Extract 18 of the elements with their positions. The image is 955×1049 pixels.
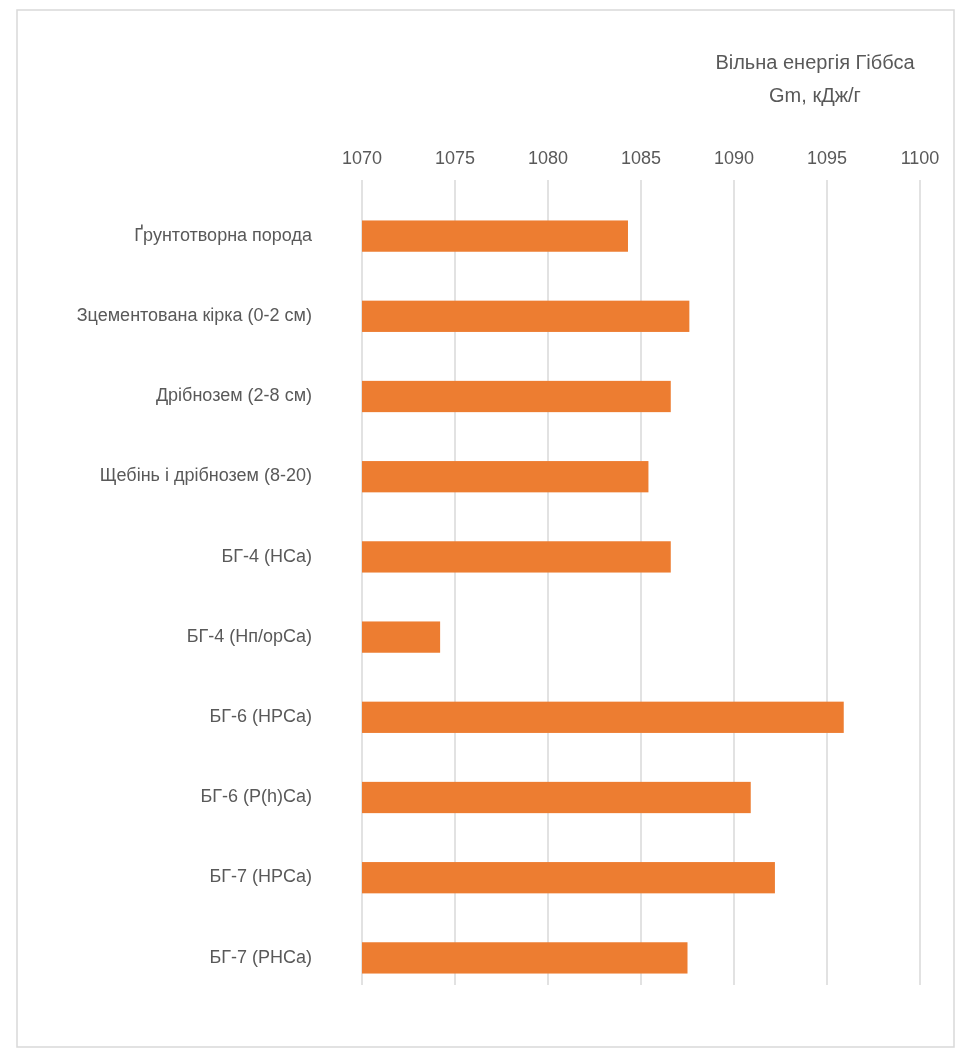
y-tick-label: БГ-6 (HPCa) xyxy=(209,706,312,727)
x-tick-label: 1095 xyxy=(806,148,848,168)
y-tick-label: Ґрунтотворна порода xyxy=(134,223,313,245)
x-tick-label: 1090 xyxy=(713,148,755,168)
y-tick-label: БГ-7 (HPCa) xyxy=(209,866,312,887)
y-tick-label: Зцементована кірка (0-2 см) xyxy=(76,305,312,326)
y-tick-label: БГ-6 (P(h)Ca) xyxy=(200,786,312,807)
x-tick-label: 1080 xyxy=(527,148,569,168)
y-tick-label: Дрібнозем (2-8 см) xyxy=(155,385,312,406)
x-tick-label: 1075 xyxy=(434,148,476,168)
y-tick-label: Щебінь і дрібнозем (8-20) xyxy=(99,465,312,486)
y-tick-label: БГ-4 (Hп/орCa) xyxy=(186,625,312,646)
y-tick-label: БГ-4 (HCa) xyxy=(221,545,312,566)
x-tick-label: 1100 xyxy=(900,148,940,168)
x-tick-label: 1085 xyxy=(620,148,662,168)
y-tick-label: БГ-7 (PHCa) xyxy=(209,946,312,967)
x-tick-label: 1070 xyxy=(341,148,383,168)
chart-title: Вільна енергія Гіббса Gm, кДж/г xyxy=(715,51,916,106)
